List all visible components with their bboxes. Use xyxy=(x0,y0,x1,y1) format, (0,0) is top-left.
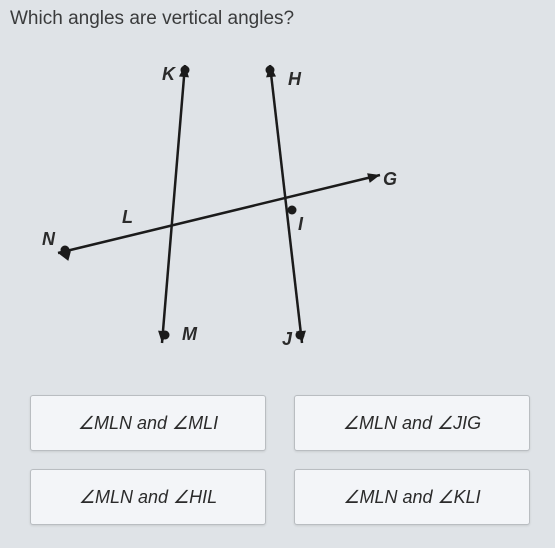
svg-text:K: K xyxy=(162,64,177,84)
svg-text:M: M xyxy=(182,324,198,344)
question-text: Which angles are vertical angles? xyxy=(10,8,294,30)
answer-option-b[interactable]: ∠MLN and ∠JIG xyxy=(294,395,530,451)
answer-option-c[interactable]: ∠MLN and ∠HIL xyxy=(30,469,266,525)
svg-text:N: N xyxy=(42,229,56,249)
svg-text:G: G xyxy=(383,169,397,189)
svg-text:L: L xyxy=(122,207,133,227)
svg-text:J: J xyxy=(282,329,293,349)
svg-text:H: H xyxy=(288,69,302,89)
geometry-diagram: K H N L I G M J xyxy=(30,45,450,365)
answer-option-a[interactable]: ∠MLN and ∠MLI xyxy=(30,395,266,451)
answer-grid: ∠MLN and ∠MLI ∠MLN and ∠JIG ∠MLN and ∠HI… xyxy=(30,395,530,525)
svg-text:I: I xyxy=(298,214,304,234)
answer-option-d[interactable]: ∠MLN and ∠KLI xyxy=(294,469,530,525)
